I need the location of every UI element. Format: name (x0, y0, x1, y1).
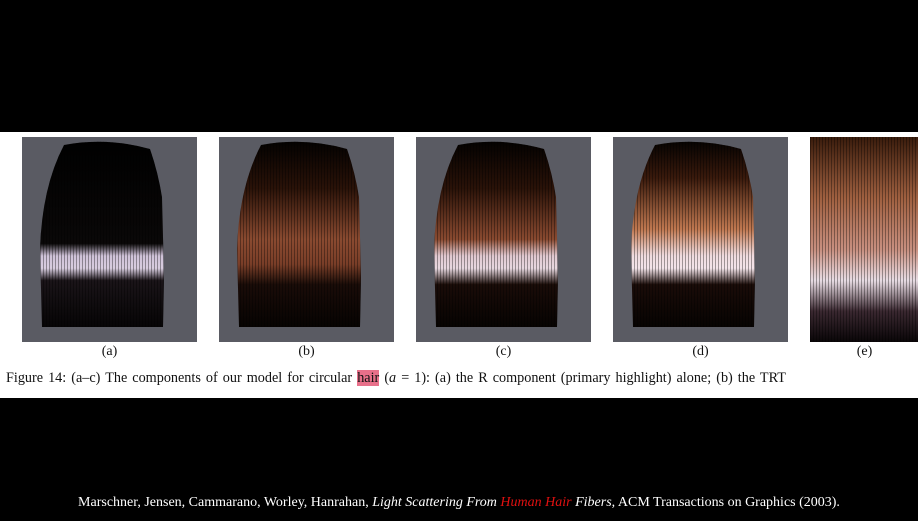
panel-label: (d) (613, 344, 788, 360)
highlight[interactable]: hair (357, 370, 379, 386)
caption-text: ( (379, 370, 389, 386)
citation-authors: Marschner, Jensen, Cammarano, Worley, Ha… (78, 495, 372, 510)
panel-label: (a) (22, 344, 197, 360)
citation-title: Light Scattering From (372, 495, 500, 510)
citation: Marschner, Jensen, Cammarano, Worley, Ha… (0, 495, 918, 511)
panel-label: (e) (777, 344, 918, 360)
panel-label: (b) (219, 344, 394, 360)
citation-venue: , ACM Transactions on Graphics (2003). (612, 495, 840, 510)
caption-text: Figure 14: (a–c) The components of our m… (6, 370, 357, 386)
caption-text: = 1): (a) the R component (primary highl… (396, 370, 786, 386)
page: (a) (b) (c) (d) (e) Figure 14: (a–c) The… (0, 0, 918, 521)
panel-label: (c) (416, 344, 591, 360)
citation-title-highlight: Human Hair (500, 495, 571, 510)
citation-title: Fibers (572, 495, 612, 510)
caption: Figure 14: (a–c) The components of our m… (6, 370, 918, 387)
